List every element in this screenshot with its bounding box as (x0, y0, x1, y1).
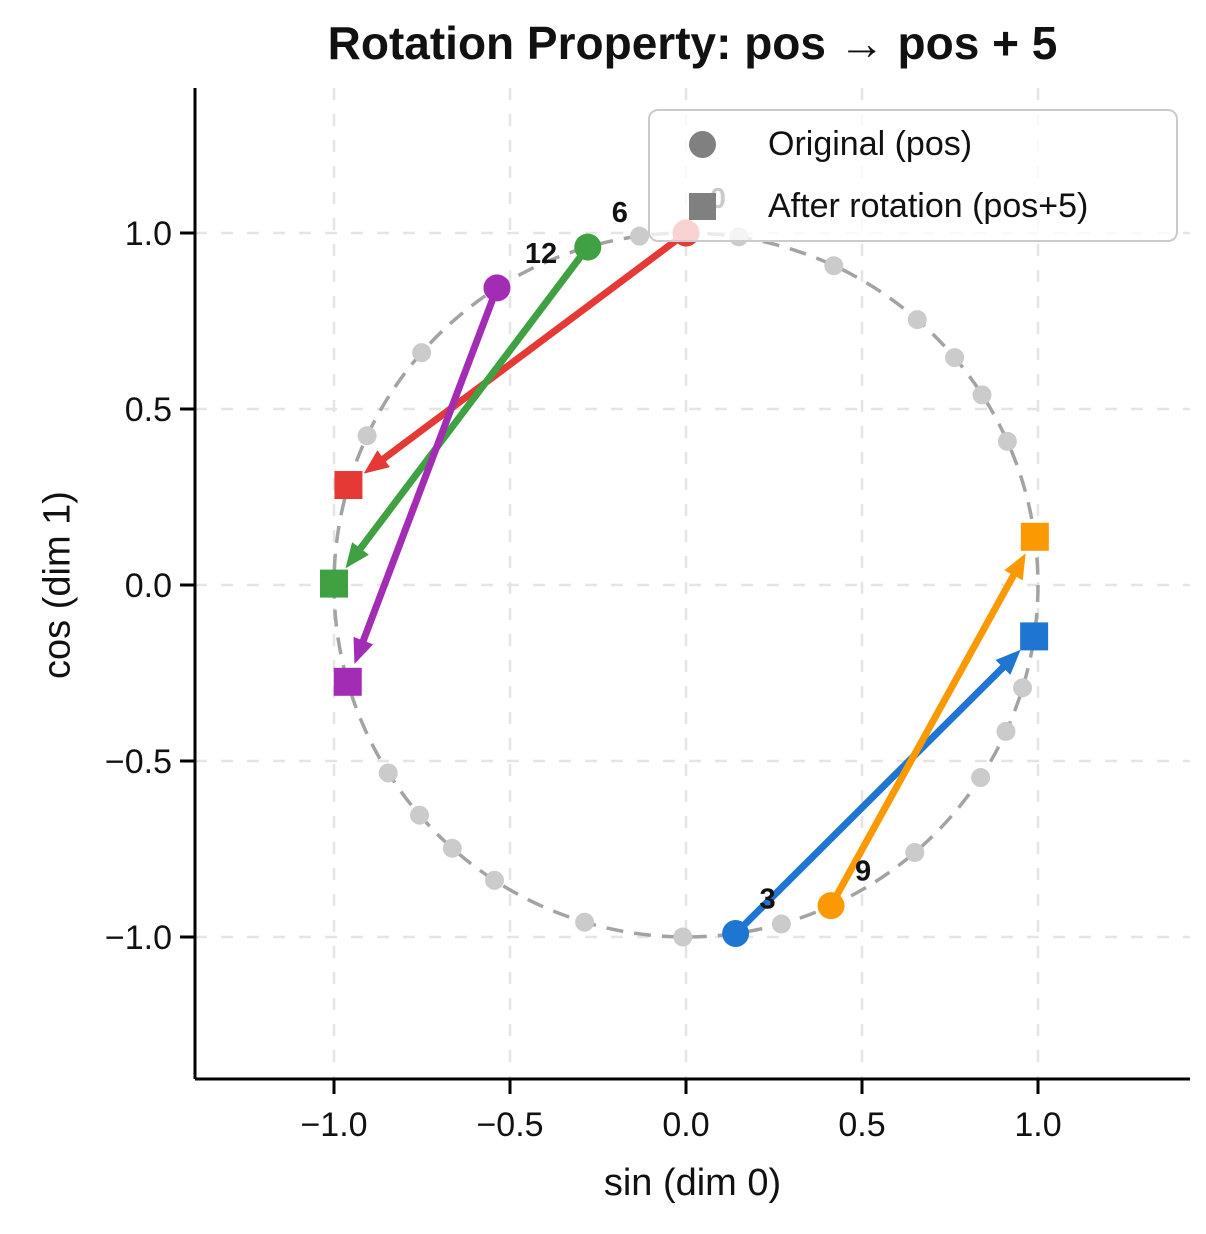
original-marker-pos-9 (817, 892, 845, 920)
x-tick-label-0.5: 0.5 (838, 1106, 885, 1144)
rotation-arrowhead-pos-12 (353, 636, 374, 665)
position-dot-16 (575, 912, 595, 932)
y-tick-label-0.5: 0.5 (125, 391, 172, 429)
position-dot-4 (410, 805, 430, 825)
rotation-arrow-pos-3 (742, 661, 1010, 928)
position-label-12: 12 (525, 238, 557, 270)
position-dot-25 (630, 226, 650, 246)
rotation-arrowhead-pos-6 (345, 542, 369, 569)
position-dot-10 (485, 870, 505, 890)
legend-label-after-rotation: After rotation (pos+5) (768, 186, 1089, 225)
position-label-3: 3 (760, 883, 776, 915)
x-tick-label-−0.5: −0.5 (476, 1106, 543, 1144)
position-dot-29 (442, 838, 462, 858)
rotation-arrow-pos-0 (376, 237, 679, 465)
rotation-arrow-pos-9 (834, 568, 1019, 897)
x-tick-label-0.0: 0.0 (662, 1106, 709, 1144)
rotated-marker-pos-17 (333, 667, 362, 696)
rotation-arrowhead-pos-3 (995, 649, 1021, 675)
y-tick-label-0.0: 0.0 (125, 567, 172, 605)
original-marker-pos-3 (722, 919, 750, 947)
rotation-arrow-pos-6 (354, 254, 583, 556)
legend-circle-marker-icon (689, 131, 716, 159)
rotation-arrow-pos-12 (358, 297, 496, 648)
position-dot-1 (972, 385, 992, 405)
legend-item-original: Original (pos) (650, 115, 1176, 175)
rotated-marker-pos-5 (334, 471, 363, 500)
position-dot-20 (997, 431, 1017, 451)
legend-item-after-rotation: After rotation (pos+5) (650, 176, 1176, 236)
original-marker-pos-12 (483, 274, 511, 302)
chart-title: Rotation Property: pos → pos + 5 (327, 17, 1058, 69)
rotated-marker-pos-11 (320, 569, 348, 598)
x-axis-label: sin (dim 0) (603, 1162, 782, 1204)
position-label-6: 6 (612, 197, 628, 229)
y-tick-label-1.0: 1.0 (125, 215, 172, 253)
rotated-marker-pos-14 (1020, 522, 1049, 551)
position-dot-21 (971, 768, 991, 788)
y-tick-label-−0.5: −0.5 (105, 743, 172, 781)
legend-label-original: Original (pos) (768, 125, 973, 164)
rotation-arrowhead-pos-9 (1004, 553, 1026, 581)
position-dot-24 (357, 426, 377, 446)
position-dot-7 (907, 310, 927, 330)
position-dot-27 (1013, 678, 1033, 698)
position-dot-13 (824, 256, 844, 276)
y-tick-label-−1.0: −1.0 (105, 919, 172, 957)
x-tick-label-−1.0: −1.0 (300, 1106, 367, 1144)
x-tick-label-1.0: 1.0 (1014, 1106, 1061, 1144)
position-dot-28 (771, 914, 791, 934)
position-dot-26 (945, 348, 965, 368)
original-marker-pos-6 (574, 233, 602, 261)
position-label-9: 9 (855, 856, 871, 888)
rotated-marker-pos-8 (1020, 622, 1049, 651)
rotation-arrowhead-pos-0 (363, 450, 390, 474)
position-dot-22 (673, 927, 693, 947)
position-dot-15 (905, 843, 925, 863)
position-dot-2 (996, 721, 1016, 741)
legend: Original (pos) After rotation (pos+5) (648, 109, 1178, 242)
legend-square-marker-icon (689, 192, 716, 220)
position-dot-23 (378, 763, 398, 783)
y-axis-label: cos (dim 1) (36, 491, 79, 679)
position-dot-18 (412, 343, 432, 363)
